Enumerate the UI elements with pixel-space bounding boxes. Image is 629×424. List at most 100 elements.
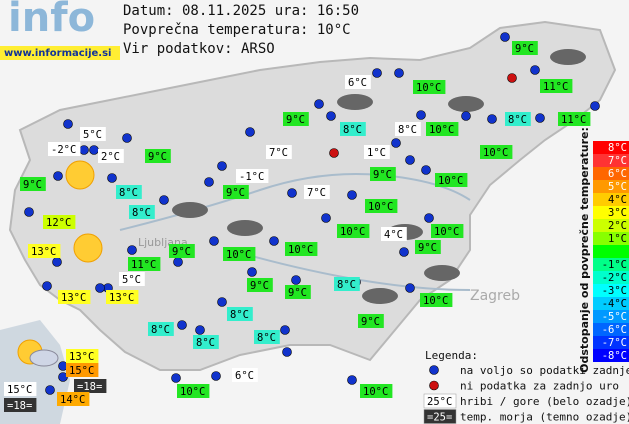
station-dot <box>122 133 132 143</box>
station-dot <box>127 245 137 255</box>
scale-label: -8°C <box>602 350 627 362</box>
scale-cell <box>593 323 629 336</box>
legend-marker: =25= <box>427 412 452 424</box>
station-dot <box>245 127 255 137</box>
station-dot <box>89 145 99 155</box>
station-label-bg <box>145 149 171 163</box>
station-dot <box>500 32 510 42</box>
station-dot <box>590 101 600 111</box>
station-dot <box>405 155 415 165</box>
station-label: 9°C <box>286 114 305 126</box>
station-label: 8°C <box>257 332 276 344</box>
station-label-bg <box>360 384 393 398</box>
station-label-bg <box>227 307 253 321</box>
station-label-bg <box>364 145 390 159</box>
station-dot <box>63 119 73 129</box>
station-label: 13°C <box>31 246 56 258</box>
station-dot <box>79 145 89 155</box>
station-label: 8°C <box>119 187 138 199</box>
station-dot <box>42 281 52 291</box>
legend-marker <box>429 365 439 375</box>
station-label: 9°C <box>515 43 534 55</box>
station-label: 8°C <box>398 124 417 136</box>
scale-cell <box>593 154 629 167</box>
scale-cell <box>593 245 629 258</box>
scale-cell <box>593 258 629 271</box>
scale-cell <box>593 141 629 154</box>
scale-label: 7°C <box>608 155 627 167</box>
station-label: 6°C <box>235 370 254 382</box>
station-dot <box>530 65 540 75</box>
station-label: 10°C <box>340 226 365 238</box>
station-dot <box>347 375 357 385</box>
station-label: 1°C <box>367 147 386 159</box>
station-label-bg <box>426 122 459 136</box>
station-dot <box>291 275 301 285</box>
station-label-bg <box>337 224 370 238</box>
city-label: Zagreb <box>470 288 520 304</box>
station-dot <box>217 297 227 307</box>
station-label-bg <box>106 290 139 304</box>
station-label: 9°C <box>361 316 380 328</box>
station-label: 2°C <box>101 151 120 163</box>
station-label: 10°C <box>416 82 441 94</box>
station-label-bg <box>28 244 61 258</box>
station-label: -2°C <box>51 144 76 156</box>
station-label-bg <box>57 392 90 406</box>
station-label: 6°C <box>348 77 367 89</box>
station-label-bg <box>193 335 219 349</box>
station-dot <box>416 110 426 120</box>
station-label-bg <box>223 247 256 261</box>
station-dot <box>326 111 336 121</box>
scale-cell <box>593 297 629 310</box>
station-label-bg <box>420 293 453 307</box>
station-label-bg <box>66 349 99 363</box>
scale-label: 1°C <box>608 233 627 245</box>
scale-label: -3°C <box>602 285 627 297</box>
scale-label: -5°C <box>602 311 627 323</box>
station-dot <box>487 114 497 124</box>
station-label: 9°C <box>226 187 245 199</box>
station-label: 8°C <box>230 309 249 321</box>
station-label-bg <box>283 112 309 126</box>
scale-cell <box>593 167 629 180</box>
station-label: 7°C <box>269 147 288 159</box>
scale-cell <box>593 232 629 245</box>
station-label-bg <box>98 149 124 163</box>
station-label-bg <box>505 112 531 126</box>
station-label-bg <box>66 363 99 377</box>
station-label-bg <box>413 80 446 94</box>
station-dot <box>204 177 214 187</box>
station-label-bg <box>74 379 107 393</box>
station-label: 10°C <box>363 386 388 398</box>
station-label-bg <box>58 290 91 304</box>
station-dot <box>405 283 415 293</box>
station-dot <box>321 213 331 223</box>
station-dot <box>107 173 117 183</box>
legend-marker: 25°C <box>427 396 452 408</box>
station-dot <box>45 385 55 395</box>
station-label-bg <box>48 142 81 156</box>
station-dot <box>282 347 292 357</box>
station-label-bg <box>358 314 384 328</box>
station-dot <box>195 325 205 335</box>
station-dot <box>461 111 471 121</box>
station-label-bg <box>80 127 106 141</box>
station-dot <box>217 161 227 171</box>
station-label-bg <box>480 145 513 159</box>
station-label: 8°C <box>151 324 170 336</box>
station-dot <box>159 195 169 205</box>
header-line: Datum: 08.11.2025 ura: 16:50 <box>123 3 359 19</box>
station-label-bg <box>266 145 292 159</box>
station-label: 14°C <box>60 394 85 406</box>
station-dot <box>347 190 357 200</box>
station-label-bg <box>415 240 441 254</box>
scale-label: 3°C <box>608 207 627 219</box>
scale-cell <box>593 271 629 284</box>
station-label-bg <box>254 330 280 344</box>
station-dot <box>424 213 434 223</box>
station-dot <box>329 148 339 158</box>
legend-marker-bg <box>423 393 457 409</box>
station-dot <box>53 171 63 181</box>
